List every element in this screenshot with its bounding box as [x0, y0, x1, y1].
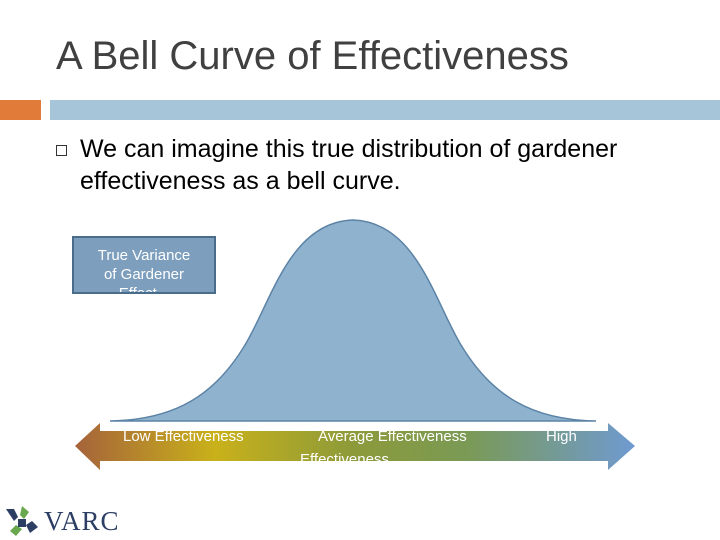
callout-line-2: of Gardener — [103, 266, 185, 283]
bell-curve-area — [109, 219, 597, 422]
effectiveness-arrow — [75, 423, 635, 470]
average-effectiveness-overflow-label: Effectiveness — [300, 451, 389, 468]
bullet-text: We can imagine this true distribution of… — [80, 135, 618, 195]
bullet-square-icon — [56, 145, 67, 156]
varc-logo-icon — [6, 506, 38, 536]
true-variance-callout: True Variance of Gardener Effect... — [72, 236, 216, 294]
low-effectiveness-label: Low Effectiveness — [123, 428, 244, 445]
title-accent-bar — [0, 100, 41, 120]
varc-logo-text: VARC — [44, 506, 120, 536]
slide-title: A Bell Curve of Effectiveness — [56, 34, 569, 78]
callout-line-1: True Variance — [97, 247, 191, 264]
high-effectiveness-label: High — [546, 428, 577, 445]
average-effectiveness-label: Average Effectiveness — [318, 428, 467, 445]
callout-line-3: Effect... — [118, 285, 170, 294]
title-rule-bar — [50, 100, 720, 120]
